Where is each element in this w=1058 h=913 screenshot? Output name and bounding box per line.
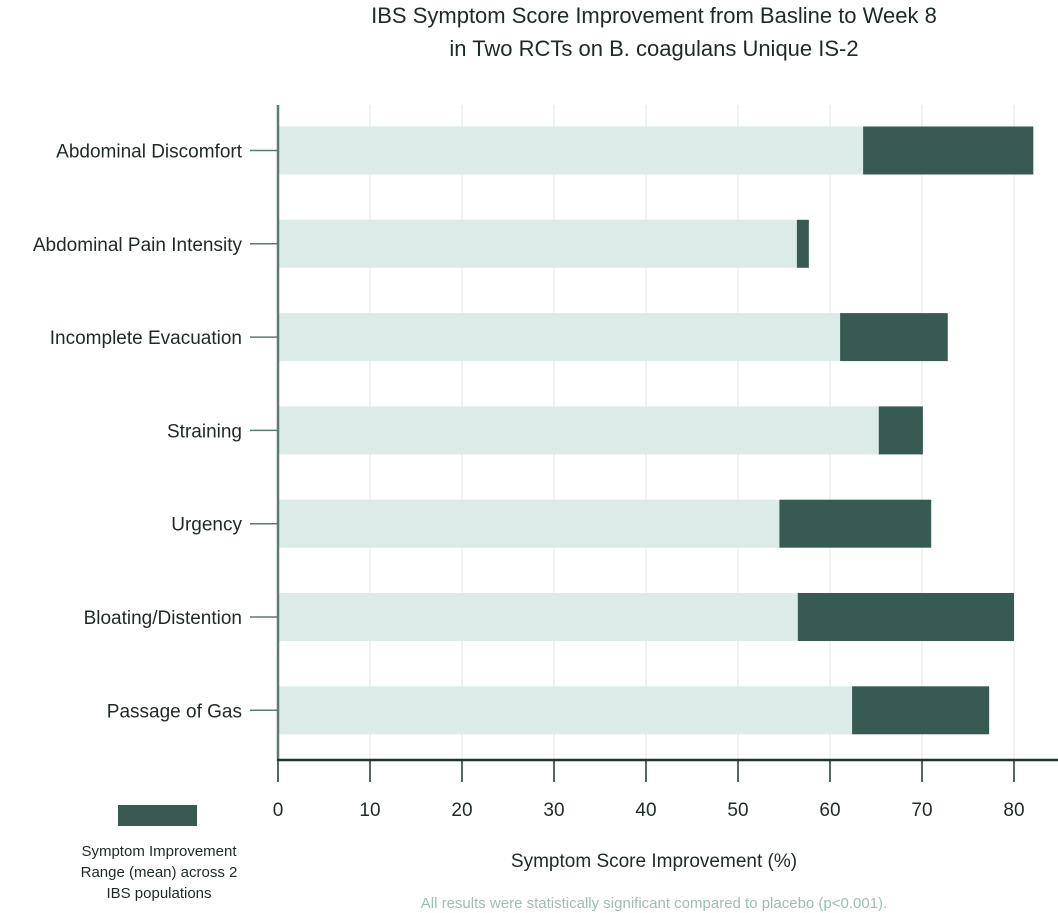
tick-labels: 0 10 20 30 40 50 60 70 80 <box>273 800 1025 821</box>
category-label-bloating-distention: Bloating/Distention <box>84 608 242 629</box>
bar-range-bloating-distention <box>797 593 1014 641</box>
x-tick-label-80: 80 <box>1003 800 1024 821</box>
x-tick-label-30: 30 <box>543 800 564 821</box>
category-label-urgency: Urgency <box>171 515 242 536</box>
bar-range-abdominal-discomfort <box>863 126 1034 175</box>
bars <box>278 126 1034 735</box>
x-tick-label-10: 10 <box>359 800 380 821</box>
bar-base-abdominal-pain-intensity <box>278 219 797 268</box>
x-tick-label-20: 20 <box>451 800 472 821</box>
category-label-incomplete-evacuation: Incomplete Evacuation <box>50 328 242 349</box>
bar-range-abdominal-pain-intensity <box>796 219 809 268</box>
bar-base-bloating-distention <box>278 593 798 641</box>
category-label-passage-of-gas: Passage of Gas <box>107 701 242 722</box>
category-labels: Abdominal Discomfort Abdominal Pain Inten… <box>33 142 243 723</box>
bar-base-passage-of-gas <box>278 686 853 735</box>
x-tick-label-70: 70 <box>911 800 932 821</box>
bar-base-incomplete-evacuation <box>278 313 841 362</box>
legend-label-line-1: Symptom Improvement <box>81 843 237 860</box>
axes <box>250 105 1058 782</box>
legend-swatch <box>118 805 197 826</box>
bar-base-urgency <box>278 499 780 548</box>
chart-title: IBS Symptom Score Improvement from Basli… <box>371 3 937 61</box>
x-tick-label-60: 60 <box>819 800 840 821</box>
category-label-straining: Straining <box>167 421 242 442</box>
bar-base-abdominal-discomfort <box>278 126 864 175</box>
footnote: All results were statistically significa… <box>421 895 887 912</box>
bar-range-passage-of-gas <box>852 686 990 735</box>
x-tick-label-0: 0 <box>273 800 284 821</box>
x-axis-label: Symptom Score Improvement (%) <box>511 851 797 872</box>
legend-label-line-2: Range (mean) across 2 <box>81 864 238 881</box>
bar-range-urgency <box>779 499 932 548</box>
chart-title-line-2: in Two RCTs on B. coagulans Unique IS-2 <box>449 36 858 61</box>
bar-base-straining <box>278 406 879 455</box>
x-tick-label-50: 50 <box>727 800 748 821</box>
bar-range-straining <box>878 406 923 455</box>
bar-range-incomplete-evacuation <box>840 313 948 362</box>
category-label-abdominal-discomfort: Abdominal Discomfort <box>56 142 243 163</box>
category-label-abdominal-pain-intensity: Abdominal Pain Intensity <box>33 235 243 256</box>
x-tick-label-40: 40 <box>635 800 656 821</box>
legend-label-line-3: IBS populations <box>106 885 211 902</box>
chart-title-line-1: IBS Symptom Score Improvement from Basli… <box>371 3 937 28</box>
legend: Symptom Improvement Range (mean) across … <box>81 805 238 902</box>
